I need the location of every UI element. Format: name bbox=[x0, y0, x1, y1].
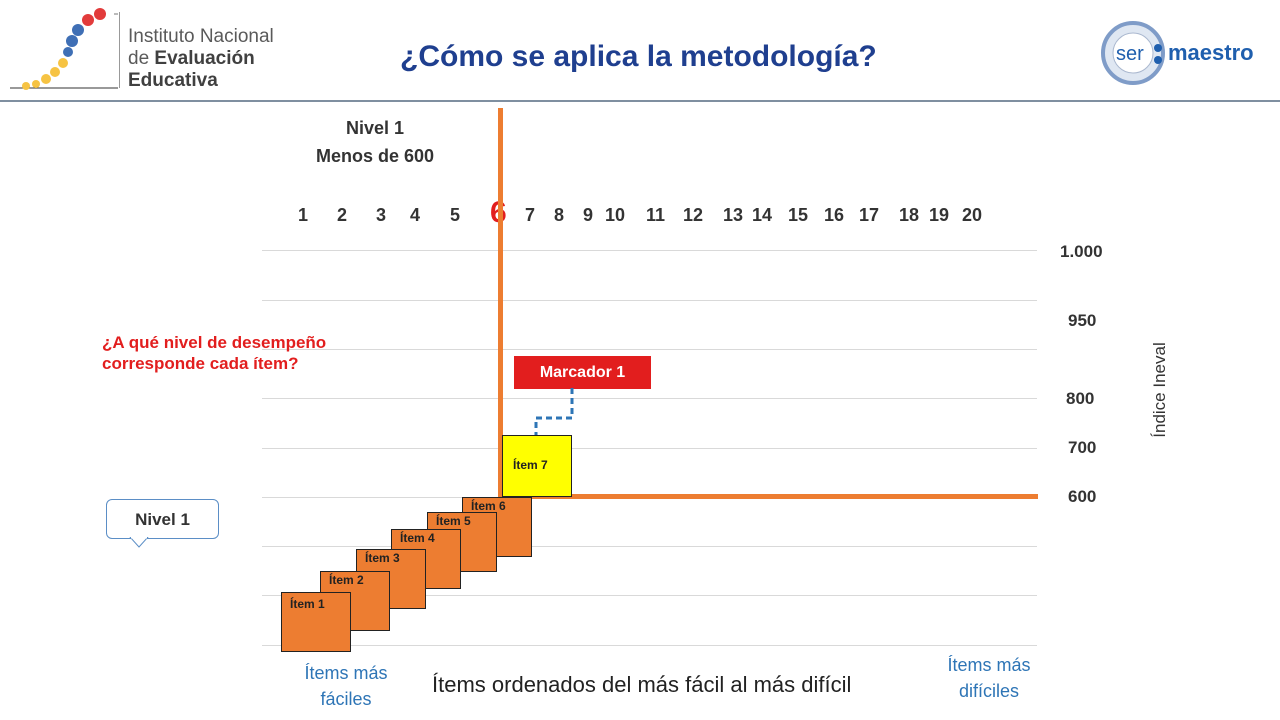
item-label: Ítem 3 bbox=[365, 551, 400, 565]
item-number: 13 bbox=[723, 205, 744, 225]
header-divider bbox=[0, 100, 1280, 102]
grid-line bbox=[262, 250, 1037, 251]
callout-tail-icon bbox=[129, 537, 149, 548]
item-label: Ítem 6 bbox=[471, 499, 506, 513]
y-axis-label: Índice Ineval bbox=[1150, 342, 1169, 438]
item-number: 8 bbox=[554, 205, 565, 225]
grid-line bbox=[262, 595, 1037, 596]
item-7-box: Ítem 7 bbox=[502, 435, 572, 497]
level-name: Nivel 1 bbox=[345, 118, 405, 138]
ineval-logo-icon bbox=[10, 8, 118, 90]
item-number: 4 bbox=[410, 205, 421, 225]
item-number: 7 bbox=[525, 205, 536, 225]
grid-line bbox=[262, 398, 1037, 399]
item-number: 16 bbox=[824, 205, 845, 225]
item-number: 17 bbox=[859, 205, 880, 225]
logo-line1: Instituto Nacional bbox=[128, 26, 274, 47]
page-title: ¿Cómo se aplica la metodología? bbox=[400, 40, 877, 73]
marker-label: Marcador 1 bbox=[514, 356, 651, 389]
logo-line2b: Evaluación bbox=[154, 48, 255, 69]
item-label: Ítem 4 bbox=[400, 531, 435, 545]
items-order-label: Ítems ordenados del más fácil al más dif… bbox=[432, 672, 852, 697]
level-range: Menos de 600 bbox=[315, 146, 435, 166]
item-number: 11 bbox=[646, 205, 666, 225]
easy-items-label: Ítems más fáciles bbox=[304, 663, 388, 709]
maestro-text: maestro bbox=[1168, 40, 1254, 65]
item-number: 1 bbox=[298, 205, 309, 225]
hard-items-label: Ítems más difíciles bbox=[947, 655, 1031, 701]
item-number: 19 bbox=[929, 205, 950, 225]
question-text: ¿A qué nivel de desempeño corresponde ca… bbox=[102, 332, 326, 374]
item-7-label: Ítem 7 bbox=[513, 458, 548, 472]
item-1-box: Ítem 1 bbox=[281, 592, 351, 652]
ineval-logo-text: Instituto Nacional de Evaluación Educati… bbox=[128, 26, 274, 92]
item-label: Ítem 2 bbox=[329, 573, 364, 587]
cut-vertical-line bbox=[498, 108, 503, 500]
item-number: 10 bbox=[605, 205, 626, 225]
item-number: 18 bbox=[899, 205, 920, 225]
level-heading: Nivel 1 Menos de 600 bbox=[300, 114, 450, 170]
item-number: 14 bbox=[752, 205, 773, 225]
ineval-logo-divider bbox=[119, 12, 120, 88]
scale-label: 950 bbox=[1068, 311, 1097, 330]
cut-horizontal-line bbox=[498, 494, 1038, 499]
grid-line bbox=[262, 448, 1037, 449]
scale-label: 1.000 bbox=[1060, 242, 1103, 261]
logo-line2a: de bbox=[128, 48, 155, 69]
scale-label: 800 bbox=[1066, 389, 1095, 408]
item-number: 3 bbox=[376, 205, 387, 225]
item-number: 20 bbox=[962, 205, 983, 225]
scale-label: 600 bbox=[1068, 487, 1097, 506]
item-number: 5 bbox=[450, 205, 461, 225]
ser-maestro-logo-icon: ser bbox=[1101, 21, 1165, 85]
question-line2: corresponde cada ítem? bbox=[102, 354, 299, 373]
scale-label: 700 bbox=[1068, 438, 1097, 457]
grid-line bbox=[262, 349, 1037, 350]
question-line1: ¿A qué nivel de desempeño bbox=[102, 333, 327, 352]
grid-line bbox=[262, 645, 1037, 646]
item-number: 15 bbox=[788, 205, 809, 225]
ser-text: ser bbox=[1116, 43, 1144, 65]
item-number: 12 bbox=[683, 205, 704, 225]
item-number: 9 bbox=[583, 205, 594, 225]
item-number: 2 bbox=[337, 205, 348, 225]
level-callout: Nivel 1 bbox=[106, 499, 219, 539]
grid-line bbox=[262, 300, 1037, 301]
item-label: Ítem 1 bbox=[290, 597, 325, 611]
item-label: Ítem 5 bbox=[436, 514, 471, 528]
logo-line3: Educativa bbox=[128, 70, 218, 91]
grid-line bbox=[262, 546, 1037, 547]
